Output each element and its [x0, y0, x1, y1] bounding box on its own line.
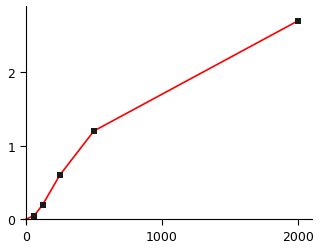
Point: [91, 130, 97, 134]
Point: [296, 20, 301, 24]
Point: [40, 203, 45, 207]
Point: [57, 174, 62, 178]
Point: [32, 214, 37, 218]
